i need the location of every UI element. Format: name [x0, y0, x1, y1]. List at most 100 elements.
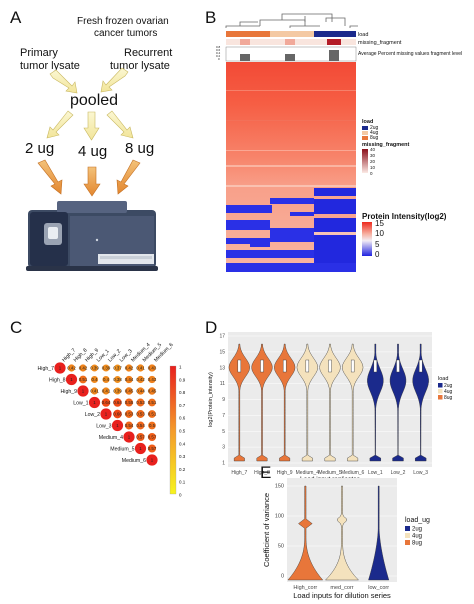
corr-cell-circle — [77, 385, 89, 397]
violin-d-shape — [389, 343, 407, 462]
corr-cell-circle — [134, 442, 147, 455]
corr-cell-circle — [88, 396, 101, 409]
corr-scale-tick: 0.6 — [179, 416, 186, 421]
violin-e-shape — [324, 485, 360, 581]
mini-axis-tick-2: 0.4 — [216, 51, 221, 55]
corr-row-label: Low_2 — [85, 412, 100, 418]
corr-cell-circle — [136, 387, 145, 395]
corr-scale-tick: 0.4 — [179, 441, 186, 446]
violin-d-shape — [342, 343, 364, 462]
legend-intensity-tick-5: 5 — [375, 240, 380, 249]
violin-d-ytick: 15 — [219, 349, 225, 355]
legend-missing-title: missing_fragment — [362, 142, 410, 148]
violin-d-shape — [228, 343, 250, 462]
corr-scale-tick: 1 — [179, 365, 182, 370]
corr-cell-value: 0.41 — [136, 366, 145, 371]
arrow-2ug-to-instrument — [37, 159, 63, 195]
violin-e-ylabel: Coefficient of variance — [262, 493, 271, 567]
corr-cell-value: 1 — [139, 446, 142, 451]
arrow-4ug-to-instrument — [83, 166, 101, 197]
panel-a-title-line1: Fresh frozen ovarian — [77, 16, 169, 27]
corr-cell-value: 1 — [59, 366, 62, 371]
corr-cell-circle — [125, 421, 133, 430]
corr-cell-value: 0.42 — [125, 366, 134, 371]
corr-cell-circle — [111, 419, 124, 432]
legend-missing-tick-40: 40 — [370, 147, 376, 152]
violin-e-legend-item: 2ug — [412, 527, 422, 533]
violin-d-shape — [274, 343, 296, 462]
legend-missing-tick-20: 20 — [370, 159, 376, 164]
corr-cell-circle — [136, 410, 145, 418]
violin-e-legend-swatch — [405, 526, 410, 531]
corr-cell-circle — [79, 364, 87, 372]
mini-axis-tick-0: 0.8 — [216, 45, 221, 49]
violin-d-legend-item: 8ug — [444, 395, 453, 401]
violin-d-shape — [367, 343, 384, 462]
corr-cell-circle — [136, 421, 145, 430]
corr-cell-value: 0.4 — [103, 377, 110, 382]
corr-scale-tick: 0.5 — [179, 429, 186, 434]
corr-cell-value: 0.51 — [79, 377, 88, 382]
corr-cell-value: 0.53 — [136, 400, 145, 405]
corr-cell-value: 1 — [151, 458, 154, 463]
violin-d-box — [350, 359, 355, 373]
violin-e-shape — [368, 485, 390, 581]
corr-cell-value: 0.42 — [67, 366, 76, 371]
corr-scale-tick: 0.2 — [179, 467, 186, 472]
corr-cell-circle — [148, 375, 156, 384]
violin-e-ytick: 50 — [278, 544, 284, 550]
corr-scale-tick: 0.3 — [179, 454, 186, 459]
violin-e-ytick: 150 — [275, 484, 284, 490]
violin-e-xtick: med_corr — [330, 585, 353, 591]
violin-e-ytick: 100 — [275, 514, 284, 520]
corr-row-label: Low_1 — [73, 401, 88, 407]
violin-d-ytick: 7 — [222, 413, 225, 419]
avg-missing-barplot — [225, 46, 357, 62]
corr-cell-circle — [113, 398, 122, 407]
legend-missing-tick-30: 30 — [370, 153, 376, 158]
legend-load-title: load — [362, 119, 374, 125]
corr-cell-value: 0.42 — [79, 366, 88, 371]
violin-e-legend-swatch — [405, 533, 410, 538]
corr-cell-value: 0.44 — [136, 389, 145, 394]
violin-d-legend-item: 4ug — [444, 389, 453, 395]
corr-cell-circle — [125, 375, 133, 384]
corr-cell-circle — [90, 387, 99, 395]
load-annotation-bar — [226, 31, 356, 37]
corr-cell-circle — [147, 432, 157, 442]
violin-e-shape — [287, 485, 324, 581]
corr-cell-value: 1 — [128, 435, 131, 440]
violin-d-ytick: 3 — [222, 445, 225, 451]
corr-cell-value: 0.5 — [149, 423, 156, 428]
violin-d-ytick: 17 — [219, 334, 225, 340]
corr-cell-circle — [147, 444, 157, 453]
corr-scale-tick: 0.8 — [179, 390, 186, 395]
arrow-primary-to-pooled — [49, 69, 78, 94]
pooled-label: pooled — [70, 92, 119, 109]
corr-cell-value: 1 — [93, 400, 96, 405]
arrow-recurrent-to-pooled — [100, 67, 129, 93]
corr-cell-circle — [136, 364, 145, 372]
corr-cell-value: 0.43 — [148, 366, 157, 371]
violin-d-xtick: Medium_4 — [296, 470, 320, 476]
violin-d-box — [260, 359, 264, 373]
violin-d-box — [305, 359, 310, 373]
panel-a-letter: A — [10, 8, 22, 27]
legend-intensity-tick-0: 0 — [375, 250, 380, 259]
load-legend-swatches — [362, 126, 368, 140]
corr-cell-value: 0.39 — [113, 389, 122, 394]
corr-cell-value: 0.57 — [148, 435, 157, 440]
violin-d-xtick: High_7 — [231, 470, 247, 476]
violin-d-box — [237, 359, 242, 373]
violin-e-legend-item: 4ug — [412, 534, 422, 540]
violin-d-box — [282, 359, 287, 373]
violin-d-xtick: High_9 — [277, 470, 293, 476]
recurrent-label-line1: Recurrent — [124, 47, 173, 59]
violin-d-shape — [412, 343, 429, 462]
corr-cell-circle — [114, 376, 121, 383]
recurrent-label-line2: tumor lysate — [110, 60, 170, 72]
corr-cell-value: 0.55 — [125, 400, 134, 405]
corr-cell-value: 0.64 — [113, 400, 122, 405]
corr-cell-value: 0.45 — [125, 389, 134, 394]
